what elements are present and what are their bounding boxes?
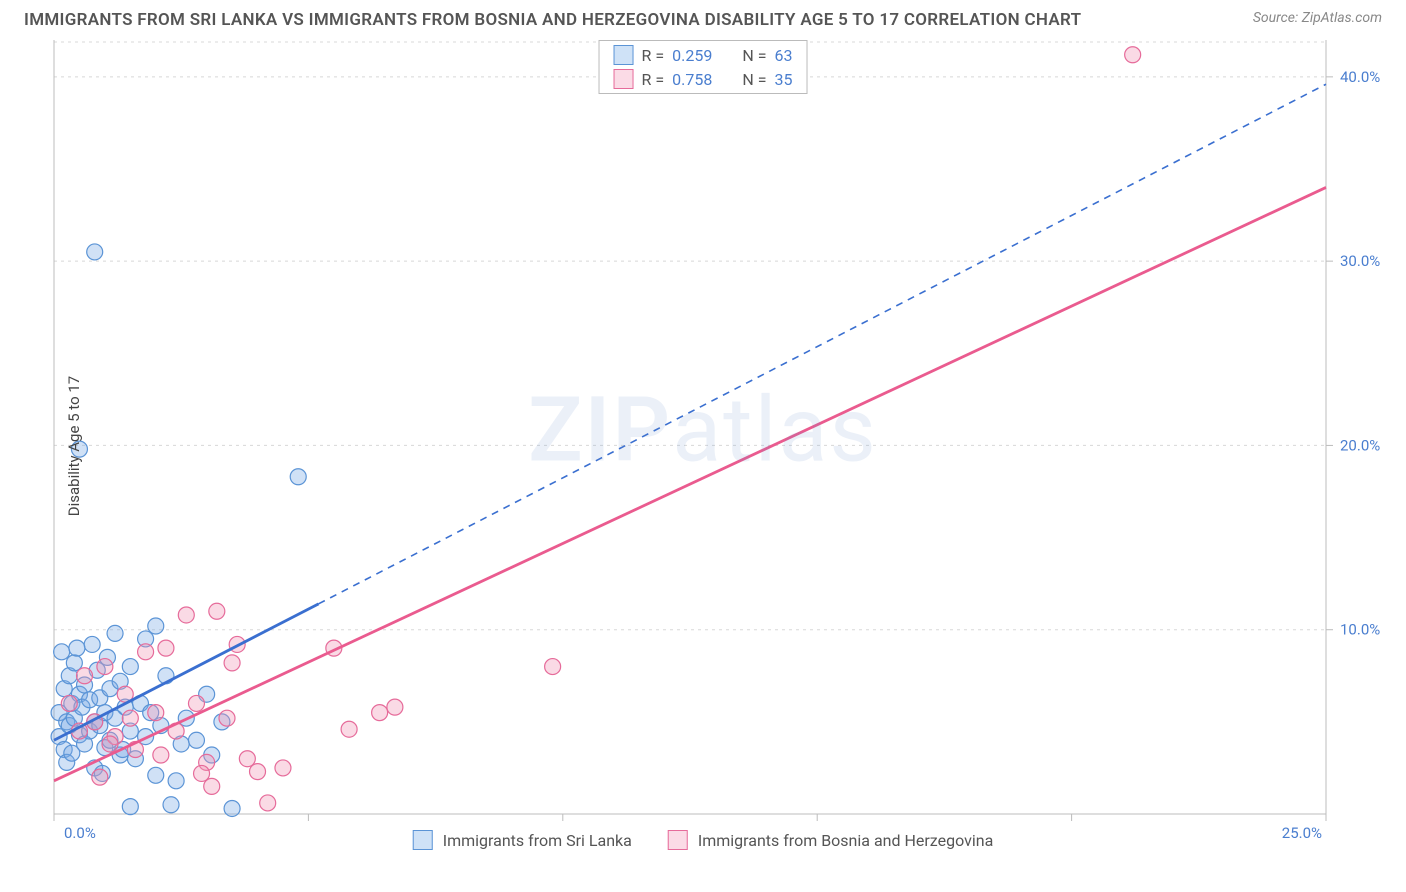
legend-item-a: Immigrants from Sri Lanka	[413, 830, 632, 850]
svg-text:40.0%: 40.0%	[1340, 68, 1380, 86]
chart-title: IMMIGRANTS FROM SRI LANKA VS IMMIGRANTS …	[24, 10, 1081, 30]
r-value-a: 0.259	[672, 46, 712, 65]
stats-row-series-a: R = 0.259 N = 63	[600, 43, 807, 67]
bottom-legend: Immigrants from Sri Lanka Immigrants fro…	[413, 830, 994, 850]
svg-text:30.0%: 30.0%	[1340, 252, 1380, 270]
swatch-series-a	[614, 45, 634, 65]
stats-legend: R = 0.259 N = 63 R = 0.758 N = 35	[599, 40, 808, 94]
swatch-series-b	[614, 69, 634, 89]
source-credit: Source: ZipAtlas.com	[1253, 10, 1382, 26]
swatch-series-b	[668, 830, 688, 850]
svg-text:0.0%: 0.0%	[64, 824, 96, 842]
chart-area: Disability Age 5 to 17 0.0% 25.0% 10.0% 20.…	[0, 36, 1406, 856]
legend-item-b: Immigrants from Bosnia and Herzegovina	[668, 830, 993, 850]
scatter-chart-svg: 0.0% 25.0% 10.0% 20.0% 30.0% 40.0%	[0, 36, 1406, 856]
svg-text:10.0%: 10.0%	[1340, 621, 1380, 639]
svg-text:20.0%: 20.0%	[1340, 436, 1380, 454]
y-axis-label: Disability Age 5 to 17	[65, 376, 83, 516]
n-value-a: 63	[774, 46, 792, 65]
svg-text:25.0%: 25.0%	[1282, 824, 1322, 842]
stats-row-series-b: R = 0.758 N = 35	[600, 67, 807, 91]
swatch-series-a	[413, 830, 433, 850]
r-value-b: 0.758	[672, 70, 712, 89]
legend-label-b: Immigrants from Bosnia and Herzegovina	[698, 831, 993, 850]
n-value-b: 35	[774, 70, 792, 89]
legend-label-a: Immigrants from Sri Lanka	[443, 831, 632, 850]
